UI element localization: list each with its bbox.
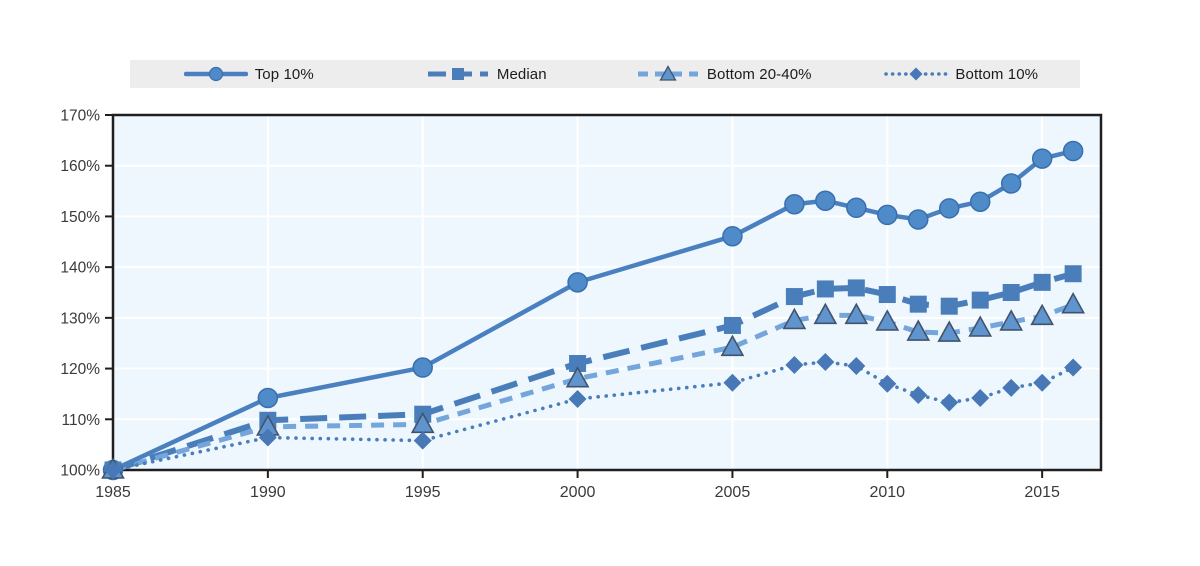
x-axis-label: 1990: [250, 484, 286, 501]
series-bottom10-marker: [940, 393, 959, 412]
series-median-line: [112, 270, 1074, 473]
y-axis-label: 120%: [60, 361, 100, 378]
series-median-marker: [723, 316, 741, 334]
legend-label: Bottom 10%: [955, 65, 1039, 83]
series-median-marker: [971, 291, 989, 309]
series-bottom2040-marker: [565, 366, 590, 388]
series-top10-marker: [567, 272, 588, 293]
series-bottom2040-marker: [999, 309, 1024, 331]
series-bottom2040-marker: [937, 320, 962, 342]
x-axis-label: 1985: [95, 484, 131, 501]
series-bottom10-marker: [878, 374, 897, 393]
legend-item-bottom10: Bottom 10%: [843, 65, 1081, 83]
chart-legend: Top 10% Median Bottom 20-40% Bottom 10%: [130, 60, 1080, 88]
series-bottom2040-marker: [813, 302, 838, 325]
series-median-marker: [878, 286, 896, 304]
series-median-marker: [569, 355, 587, 372]
series-top10-marker: [257, 387, 279, 409]
y-axis-label: 170%: [60, 108, 100, 125]
series-bottom10-marker: [1033, 373, 1052, 392]
legend-label: Top 10%: [254, 65, 314, 83]
series-top10-marker: [412, 357, 433, 378]
series-median-marker: [785, 288, 803, 306]
series-bottom2040-line: [112, 302, 1075, 473]
series-top10-marker: [784, 194, 805, 215]
x-axis-label: 1995: [405, 484, 441, 501]
legend-swatch-diamond-icon: [884, 67, 949, 81]
legend-label: Median: [496, 65, 547, 83]
legend-marker-diamond-icon: [909, 67, 923, 81]
series-median-marker: [909, 295, 927, 313]
series-bottom10-markers: [104, 352, 1083, 479]
series-median-marker: [847, 279, 865, 297]
series-median-marker: [1033, 273, 1051, 291]
y-axis-label: 160%: [60, 158, 100, 175]
series-bottom10-marker: [258, 428, 277, 447]
series-bottom10-marker: [1002, 378, 1021, 397]
legend-marker-square-icon: [451, 68, 464, 80]
series-median-marker: [1064, 265, 1082, 283]
series-bottom2040-marker: [782, 307, 807, 330]
series-top10-marker: [722, 225, 743, 247]
series-median-marker: [1002, 284, 1020, 301]
series-top10-marker: [1031, 148, 1053, 169]
series-bottom2040-marker: [968, 315, 993, 337]
series-bottom10-marker: [413, 431, 432, 450]
series-bottom10-marker: [785, 356, 804, 375]
x-axis-label: 2005: [715, 484, 751, 501]
x-axis-label: 2000: [560, 484, 596, 501]
series-bottom10-marker: [847, 357, 866, 376]
series-bottom10-marker: [104, 461, 122, 479]
series-top10-marker: [969, 191, 991, 212]
series-bottom2040-marker: [1030, 303, 1055, 326]
y-axis-label: 150%: [60, 209, 100, 226]
series-bottom2040-marker: [844, 302, 869, 325]
series-bottom2040-marker: [906, 319, 931, 341]
series-bottom10-marker: [909, 385, 928, 404]
series-bottom10-marker: [1064, 358, 1083, 377]
axis-labels: 100% 110% 120% 130% 140% 150% 160% 170% 1985 1990…: [60, 108, 1060, 502]
legend-item-bottom2040: Bottom 20-40%: [605, 65, 843, 83]
series-bottom2040-marker: [875, 309, 900, 331]
legend-item-top10: Top 10%: [130, 65, 368, 83]
y-axis-label: 110%: [62, 412, 101, 429]
series-bottom10-marker: [723, 373, 742, 392]
legend-swatch-square-icon: [427, 68, 488, 80]
series-top10-marker: [908, 209, 929, 230]
legend-marker-triangle-icon: [659, 65, 677, 81]
y-axis-label: 100%: [60, 463, 100, 480]
series-bottom10-marker: [568, 390, 587, 408]
series-bottom10-marker: [816, 352, 835, 371]
series-top10-marker: [938, 198, 960, 219]
legend-item-median: Median: [368, 65, 606, 83]
series-top10-marker: [1000, 173, 1022, 194]
x-axis-label: 2015: [1024, 484, 1060, 501]
legend-label: Bottom 20-40%: [706, 65, 812, 83]
series-median-marker: [816, 280, 834, 298]
legend-swatch-triangle-icon: [637, 65, 698, 81]
chart-frame: [111, 113, 1103, 472]
y-axis-label: 130%: [60, 310, 100, 327]
legend-marker-circle-icon: [208, 66, 223, 82]
series-top10-marker: [877, 204, 898, 226]
series-median-marker: [940, 297, 958, 315]
plot-area: [113, 115, 1101, 470]
series-top10-marker: [846, 197, 867, 219]
series-top10-markers: [102, 140, 1084, 481]
series-bottom2040-marker: [1061, 292, 1085, 314]
series-top10-marker: [1062, 140, 1084, 162]
legend-swatch-circle-icon: [183, 66, 248, 82]
series-bottom10-marker: [971, 388, 990, 407]
series-top10-marker: [815, 190, 836, 211]
x-axis-label: 2010: [869, 484, 905, 501]
y-axis-label: 140%: [60, 260, 100, 277]
series-bottom2040-marker: [720, 334, 745, 357]
